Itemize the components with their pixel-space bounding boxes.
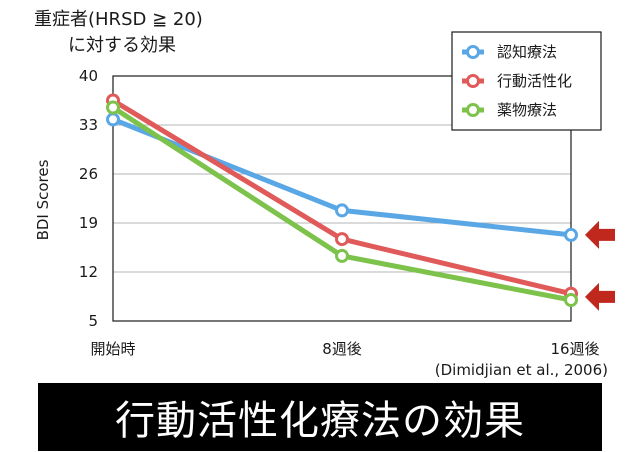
- series-1: [106, 112, 578, 242]
- series-lines: [106, 93, 578, 307]
- citation: (Dimidjian et al., 2006): [435, 361, 608, 379]
- legend-label: 薬物療法: [497, 101, 557, 119]
- y-tick-labels: 5 12 19 26 33 40: [79, 67, 98, 330]
- highlight-arrow-icon: [585, 220, 615, 249]
- y-tick-label: 40: [79, 67, 98, 85]
- banner: 行動活性化療法の効果: [38, 383, 602, 451]
- chart-title-line-2: に対する効果: [68, 35, 176, 56]
- series-3: [106, 100, 578, 307]
- legend-swatch-marker: [466, 103, 480, 117]
- y-tick-label: 26: [79, 165, 98, 183]
- data-point: [106, 112, 120, 127]
- gridlines: [113, 124, 571, 273]
- plot-frame: [112, 75, 572, 322]
- highlight-arrow-icon: [585, 282, 615, 311]
- x-tick-labels: 開始時 8週後 16週後: [90, 340, 599, 358]
- legend-swatch-marker: [466, 74, 480, 88]
- x-tick-label: 8週後: [322, 340, 362, 358]
- data-point: [335, 248, 349, 263]
- data-point: [335, 203, 349, 218]
- legend-item: 行動活性化: [462, 72, 572, 90]
- data-point: [564, 293, 578, 307]
- legend-label: 行動活性化: [497, 72, 572, 90]
- data-point: [564, 227, 578, 242]
- highlight-arrows: [585, 220, 615, 311]
- y-tick-label: 19: [79, 214, 98, 232]
- banner-title: 行動活性化療法の効果: [115, 398, 525, 444]
- legend-label: 認知療法: [497, 43, 557, 61]
- y-axis-label: BDI Scores: [34, 159, 52, 240]
- y-tick-label: 12: [79, 263, 98, 281]
- y-tick-label: 5: [88, 312, 98, 330]
- x-tick-label: 開始時: [90, 340, 135, 358]
- axes: [112, 75, 572, 322]
- chart-title: 重症者(HRSD ≧ 20) に対する効果: [34, 9, 203, 56]
- legend-item: 薬物療法: [462, 101, 557, 119]
- legend-swatch-marker: [466, 45, 480, 59]
- x-tick-label: 16週後: [550, 340, 599, 358]
- legend-item: 認知療法: [462, 43, 557, 61]
- chart-title-line-1: 重症者(HRSD ≧ 20): [34, 9, 203, 30]
- data-point: [106, 100, 120, 115]
- data-point: [335, 232, 349, 247]
- series-line: [110, 116, 574, 238]
- y-tick-label: 33: [79, 116, 98, 134]
